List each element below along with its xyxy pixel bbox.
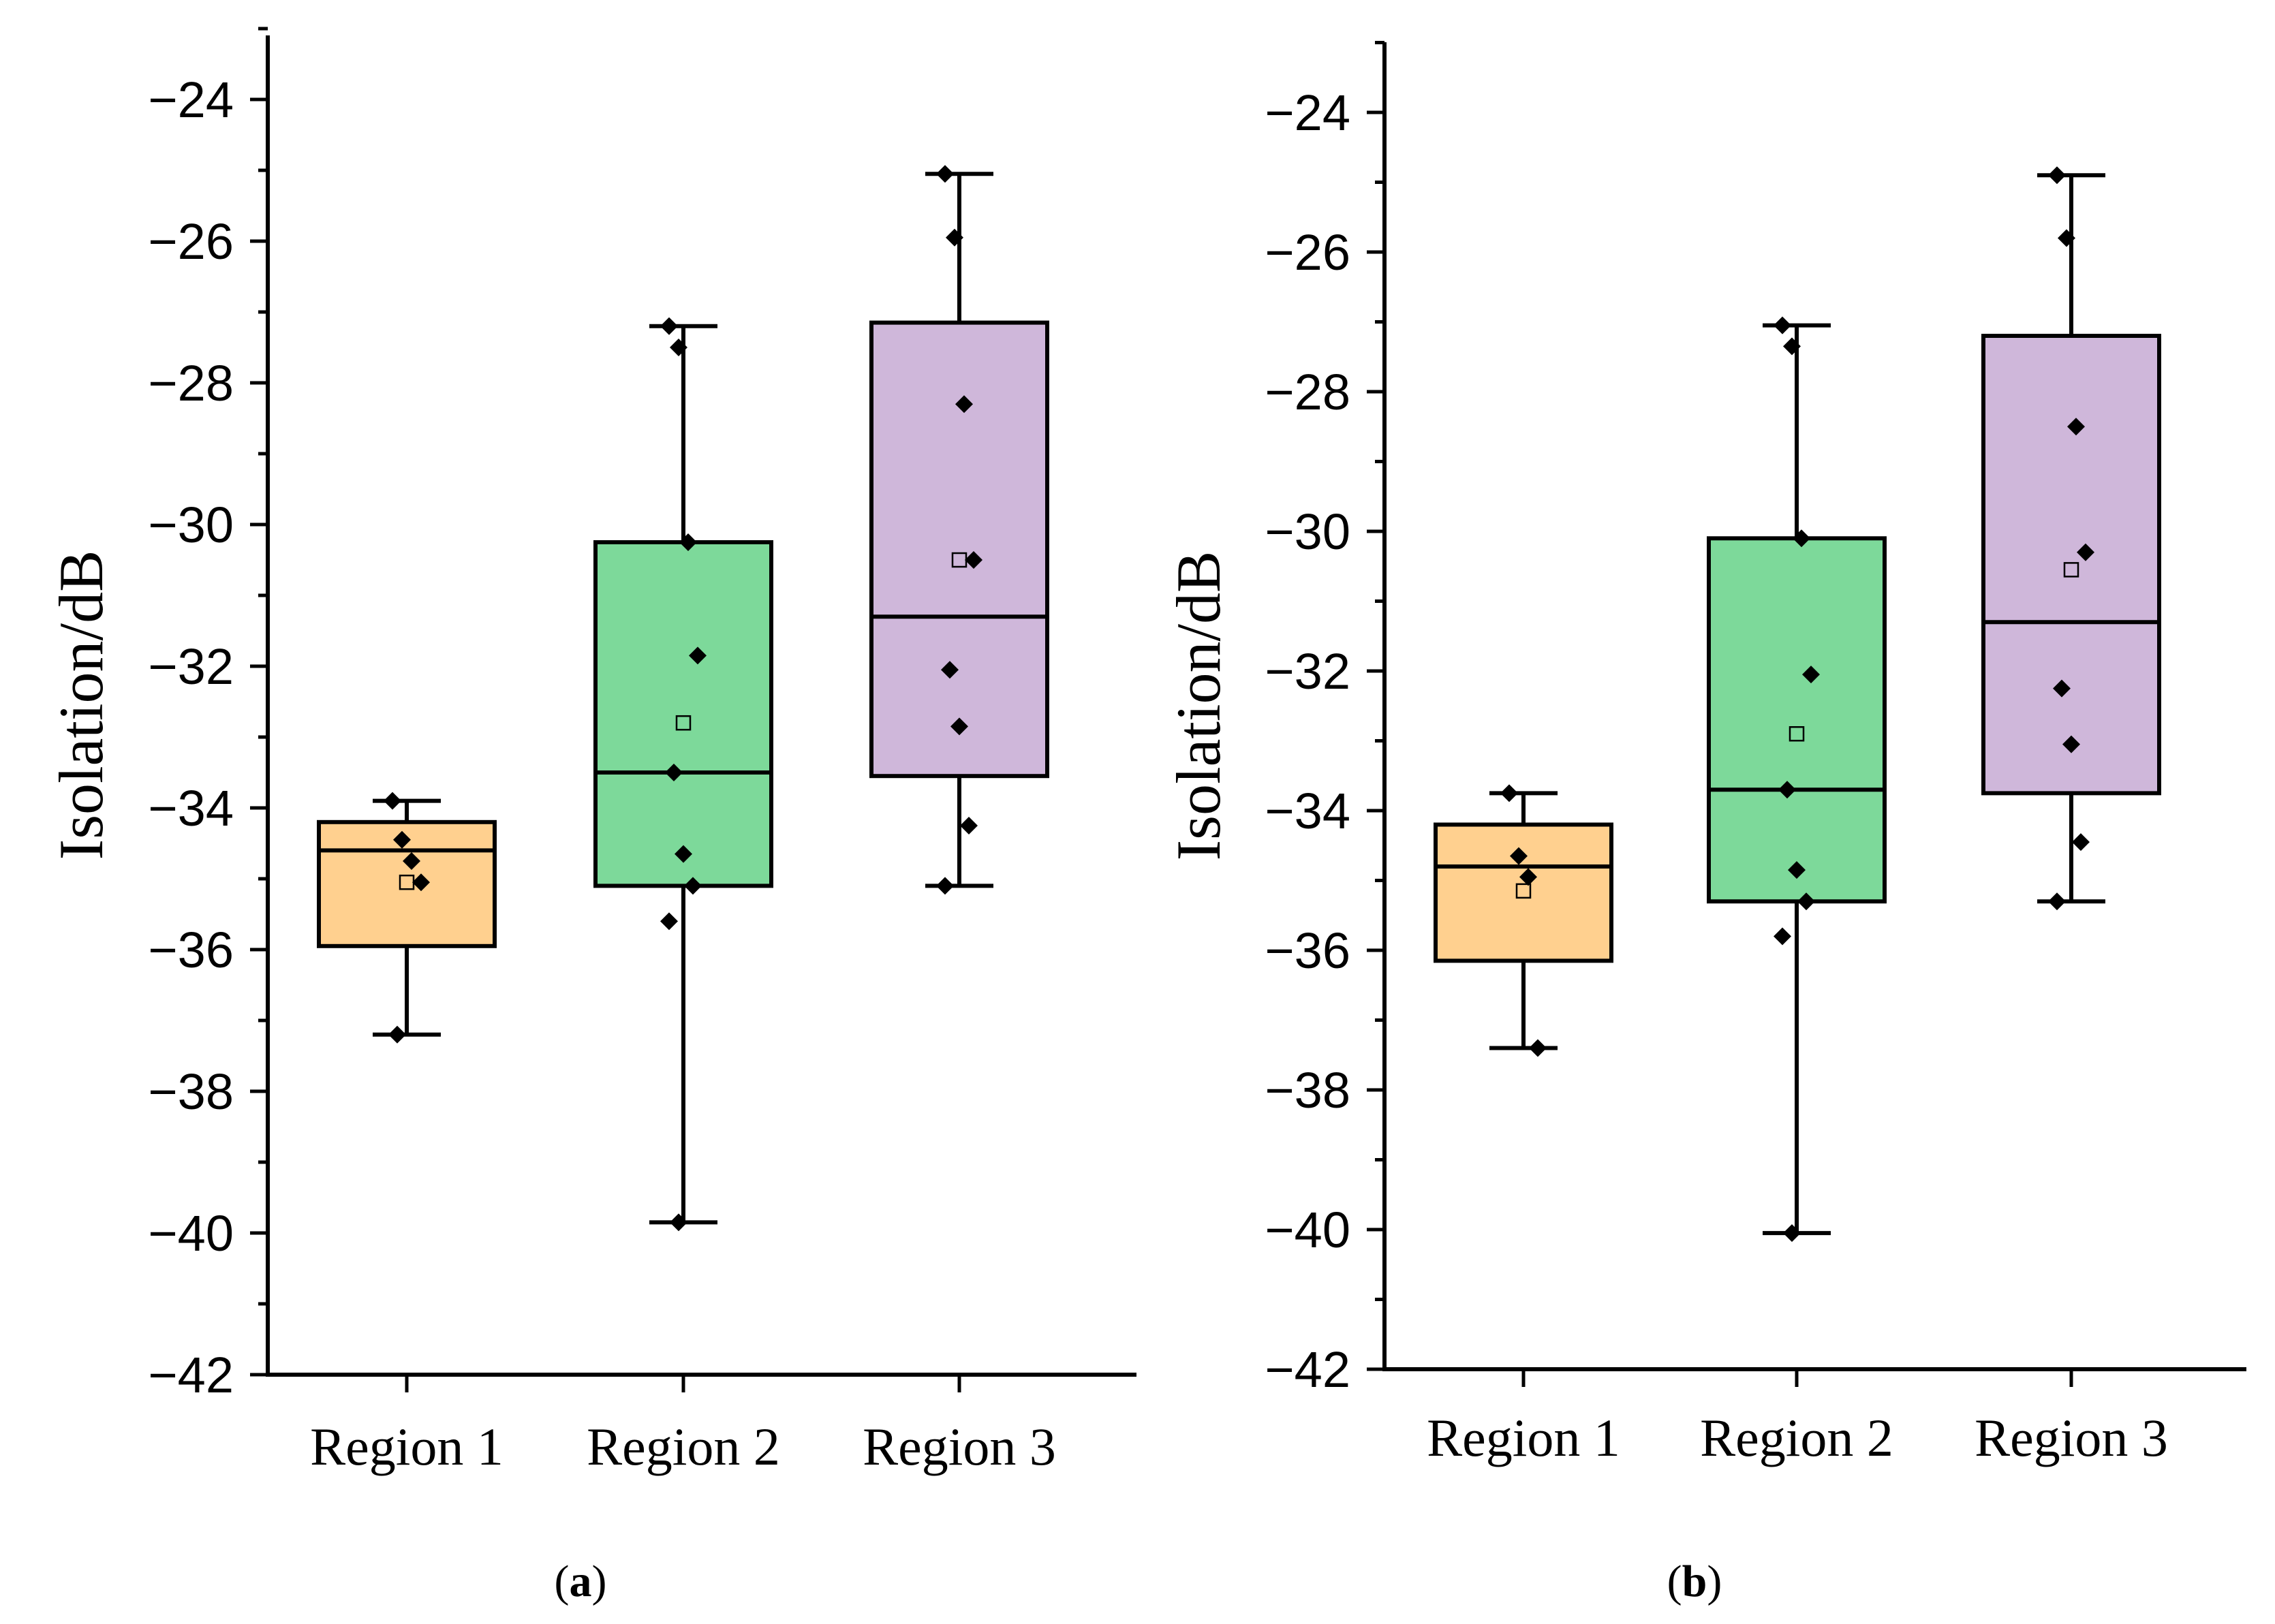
data-point	[2053, 679, 2071, 698]
x-category-label: Region 3	[863, 1417, 1056, 1476]
data-point	[403, 852, 420, 870]
iqr-box	[1707, 536, 1887, 904]
data-point	[946, 228, 963, 247]
data-point	[955, 395, 973, 413]
data-point	[1797, 892, 1815, 911]
iqr-box	[1434, 822, 1613, 963]
data-point	[1788, 861, 1806, 879]
mean-marker	[675, 715, 692, 731]
data-point	[665, 764, 683, 781]
box-region-1: Region 1	[1427, 784, 1620, 1467]
y-tick-label: −38	[1265, 1062, 1350, 1119]
data-point	[1802, 666, 1820, 684]
x-category-label: Region 2	[1700, 1408, 1893, 1467]
data-point	[1519, 868, 1537, 886]
x-category-label: Region 3	[1975, 1408, 2168, 1467]
data-point	[2058, 229, 2075, 247]
y-axis-title: Isolation/dB	[46, 550, 116, 860]
box-region-2: Region 2	[587, 317, 780, 1476]
y-axis-title: Isolation/dB	[1164, 551, 1233, 861]
y-tick-label: −42	[1265, 1341, 1350, 1398]
data-point	[393, 830, 411, 849]
iqr-box	[1981, 334, 2161, 796]
data-point	[1783, 337, 1801, 356]
box-region-3: Region 3	[1975, 166, 2168, 1467]
y-tick-label: −30	[1265, 503, 1350, 560]
data-point	[950, 717, 968, 736]
y-tick-label: −28	[1265, 364, 1350, 420]
y-tick-label: −32	[1265, 643, 1350, 700]
data-point	[2048, 892, 2066, 911]
data-point	[675, 845, 692, 863]
mean-marker	[2063, 562, 2079, 578]
data-point	[660, 912, 678, 931]
y-tick-label: −40	[1265, 1202, 1350, 1258]
box-region-3: Region 3	[863, 165, 1056, 1476]
data-point	[1510, 847, 1528, 865]
panel-label: (b)	[1667, 1557, 1722, 1606]
y-tick-label: −28	[148, 355, 234, 411]
iqr-box	[869, 320, 1049, 779]
data-point	[2062, 735, 2080, 753]
mean-marker	[1789, 726, 1805, 742]
data-point	[1778, 781, 1796, 799]
data-point	[1529, 1039, 1547, 1057]
y-tick-label: −34	[148, 780, 234, 837]
data-point	[936, 165, 954, 183]
iqr-box	[593, 540, 773, 888]
x-category-label: Region 1	[1427, 1408, 1620, 1467]
data-point	[1783, 1224, 1801, 1243]
data-point	[679, 533, 697, 551]
y-tick-label: −34	[1265, 783, 1350, 839]
mean-marker	[1515, 883, 1532, 899]
box-region-1: Region 1	[310, 792, 504, 1476]
data-point	[960, 817, 978, 834]
y-tick-label: −24	[1265, 84, 1350, 141]
y-tick-label: −32	[148, 638, 234, 695]
data-point	[670, 339, 687, 356]
data-point	[2077, 543, 2094, 561]
data-point	[941, 661, 959, 679]
y-tick-label: −26	[148, 213, 234, 270]
data-point	[660, 317, 678, 335]
panel-label: (a)	[555, 1557, 607, 1606]
x-category-label: Region 1	[310, 1417, 504, 1476]
data-point	[689, 646, 707, 665]
y-tick-label: −24	[148, 72, 234, 128]
panel-a: −42 −40 −38 −36 −34 −32 −30 −28 −26 −24 Isolation/…	[46, 27, 1136, 1606]
data-point	[965, 551, 982, 569]
data-point	[936, 877, 954, 895]
y-tick-label: −30	[148, 497, 234, 553]
data-point	[388, 1025, 406, 1044]
data-point	[1774, 316, 1791, 334]
data-point	[2067, 418, 2085, 436]
data-point	[684, 877, 702, 895]
data-point	[2048, 166, 2066, 185]
data-point	[2072, 833, 2090, 852]
data-point	[1500, 784, 1518, 802]
data-point	[1793, 529, 1810, 548]
y-tick-label: −36	[148, 922, 234, 978]
y-tick-label: −36	[1265, 922, 1350, 979]
data-point	[670, 1213, 687, 1232]
data-point	[384, 792, 401, 810]
x-category-label: Region 2	[587, 1417, 780, 1476]
data-point	[1774, 927, 1791, 946]
box-region-2: Region 2	[1700, 316, 1893, 1467]
data-point	[412, 873, 430, 892]
y-tick-label: −38	[148, 1063, 234, 1120]
y-tick-label: −26	[1265, 224, 1350, 281]
panel-b: −42 −40 −38 −36 −34 −32 −30 −28 −26 −24 Isolation/…	[1164, 41, 2246, 1606]
y-tick-label: −42	[148, 1347, 234, 1403]
y-tick-label: −40	[148, 1205, 234, 1262]
